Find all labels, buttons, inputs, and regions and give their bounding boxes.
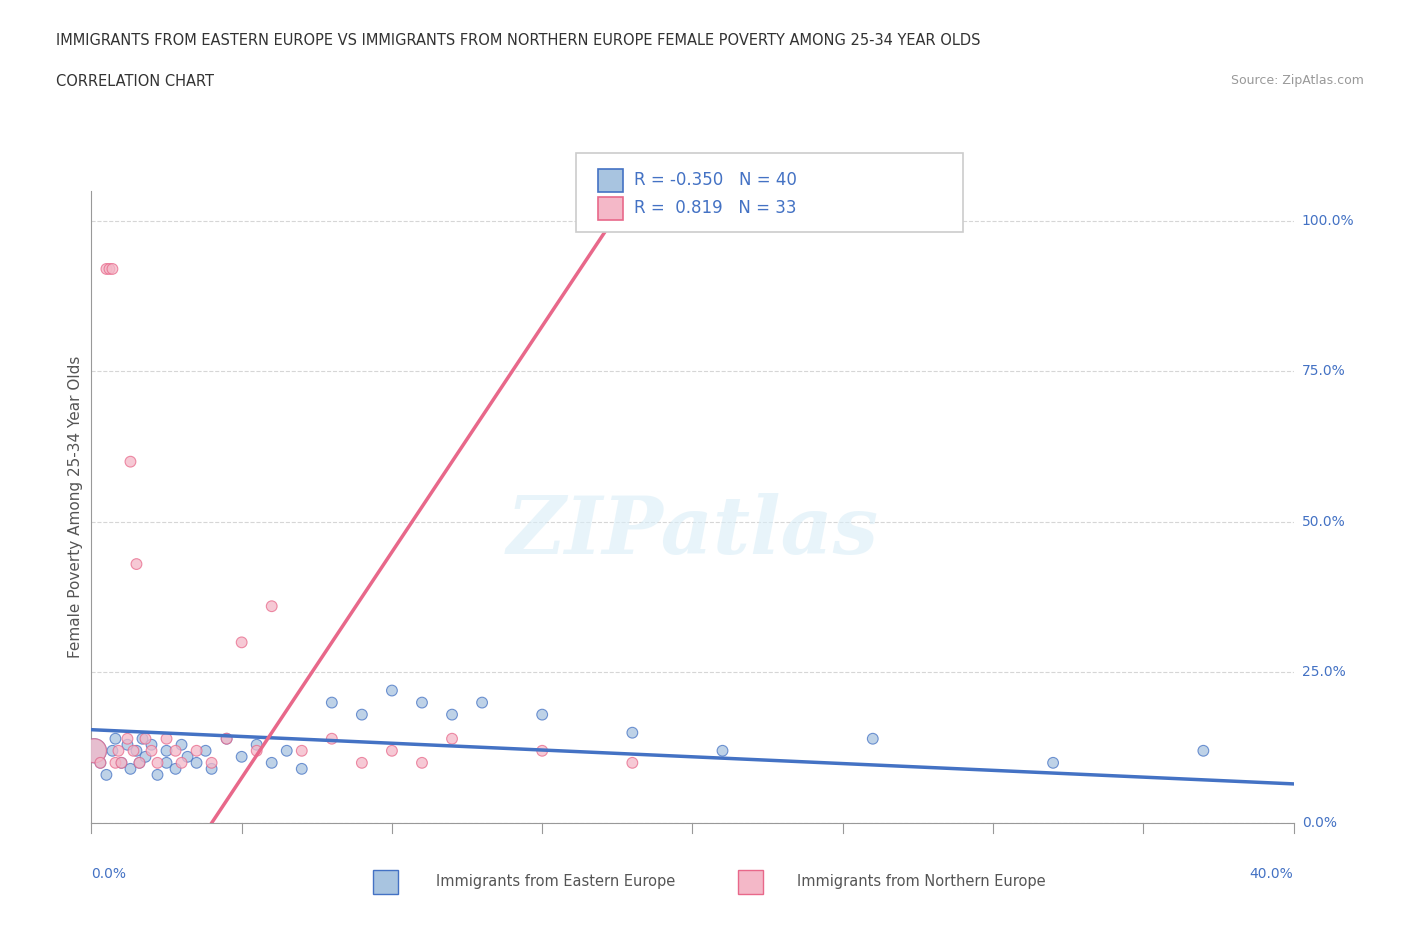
Point bbox=[83, 743, 105, 758]
Point bbox=[104, 755, 127, 770]
Point bbox=[110, 755, 132, 770]
Point bbox=[155, 755, 177, 770]
Point bbox=[101, 743, 124, 758]
Point bbox=[381, 684, 404, 698]
Point bbox=[201, 755, 224, 770]
Point bbox=[711, 743, 734, 758]
Point bbox=[260, 755, 283, 770]
Point bbox=[117, 737, 139, 752]
Point bbox=[531, 743, 554, 758]
Text: R =  0.819   N = 33: R = 0.819 N = 33 bbox=[634, 199, 797, 218]
Point bbox=[411, 695, 433, 710]
Point bbox=[83, 743, 105, 758]
Point bbox=[101, 261, 124, 276]
Point bbox=[215, 731, 238, 746]
Point bbox=[141, 743, 163, 758]
Point bbox=[165, 762, 187, 777]
Text: 40.0%: 40.0% bbox=[1250, 868, 1294, 882]
Point bbox=[291, 762, 314, 777]
Point bbox=[246, 737, 269, 752]
Text: Source: ZipAtlas.com: Source: ZipAtlas.com bbox=[1230, 74, 1364, 87]
Point bbox=[117, 731, 139, 746]
Text: 50.0%: 50.0% bbox=[1302, 515, 1346, 529]
Point bbox=[350, 707, 373, 722]
Point bbox=[170, 755, 193, 770]
Point bbox=[201, 762, 224, 777]
Point bbox=[125, 557, 148, 572]
Point bbox=[107, 743, 129, 758]
Point bbox=[146, 767, 169, 782]
Point bbox=[131, 731, 153, 746]
Point bbox=[260, 599, 283, 614]
Point bbox=[186, 755, 208, 770]
Text: 100.0%: 100.0% bbox=[1302, 214, 1354, 228]
Point bbox=[186, 743, 208, 758]
Point bbox=[321, 695, 343, 710]
Text: R = -0.350   N = 40: R = -0.350 N = 40 bbox=[634, 171, 797, 190]
Point bbox=[440, 731, 463, 746]
Point bbox=[98, 261, 121, 276]
Y-axis label: Female Poverty Among 25-34 Year Olds: Female Poverty Among 25-34 Year Olds bbox=[67, 355, 83, 658]
Text: Immigrants from Eastern Europe: Immigrants from Eastern Europe bbox=[436, 874, 675, 889]
Point bbox=[120, 762, 142, 777]
Point bbox=[96, 261, 118, 276]
Text: Immigrants from Northern Europe: Immigrants from Northern Europe bbox=[797, 874, 1045, 889]
Text: 0.0%: 0.0% bbox=[91, 868, 127, 882]
Point bbox=[146, 755, 169, 770]
Point bbox=[128, 755, 150, 770]
Point bbox=[120, 454, 142, 469]
Point bbox=[125, 743, 148, 758]
Point bbox=[411, 755, 433, 770]
Point bbox=[176, 750, 198, 764]
Text: IMMIGRANTS FROM EASTERN EUROPE VS IMMIGRANTS FROM NORTHERN EUROPE FEMALE POVERTY: IMMIGRANTS FROM EASTERN EUROPE VS IMMIGR… bbox=[56, 33, 981, 47]
Point bbox=[471, 695, 494, 710]
Point bbox=[621, 725, 644, 740]
Point bbox=[381, 743, 404, 758]
Point bbox=[170, 737, 193, 752]
Point bbox=[1192, 743, 1215, 758]
Point bbox=[122, 743, 145, 758]
Text: 25.0%: 25.0% bbox=[1302, 666, 1346, 680]
Point bbox=[862, 731, 884, 746]
Point bbox=[1042, 755, 1064, 770]
Text: ZIPatlas: ZIPatlas bbox=[506, 494, 879, 571]
Point bbox=[440, 707, 463, 722]
Point bbox=[104, 731, 127, 746]
Point bbox=[621, 755, 644, 770]
Point bbox=[350, 755, 373, 770]
Point bbox=[215, 731, 238, 746]
Point bbox=[246, 743, 269, 758]
Point bbox=[134, 731, 156, 746]
Point bbox=[110, 755, 132, 770]
Point bbox=[165, 743, 187, 758]
Point bbox=[194, 743, 217, 758]
Point bbox=[155, 743, 177, 758]
Point bbox=[89, 755, 111, 770]
Text: CORRELATION CHART: CORRELATION CHART bbox=[56, 74, 214, 89]
Point bbox=[321, 731, 343, 746]
Point bbox=[141, 737, 163, 752]
Text: 0.0%: 0.0% bbox=[1302, 816, 1337, 830]
Point bbox=[231, 635, 253, 650]
Point bbox=[155, 731, 177, 746]
Point bbox=[96, 767, 118, 782]
Point bbox=[291, 743, 314, 758]
Point bbox=[134, 750, 156, 764]
Point bbox=[531, 707, 554, 722]
Point bbox=[231, 750, 253, 764]
Point bbox=[128, 755, 150, 770]
Point bbox=[276, 743, 298, 758]
Point bbox=[89, 755, 111, 770]
Text: 75.0%: 75.0% bbox=[1302, 365, 1346, 379]
